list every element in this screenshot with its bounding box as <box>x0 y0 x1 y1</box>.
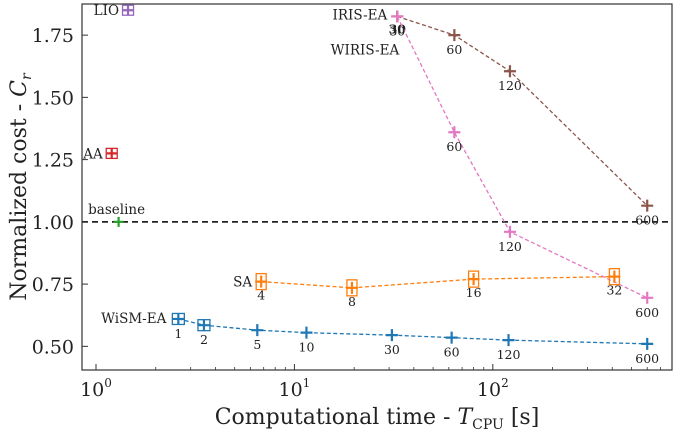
data-label: 1 <box>174 326 182 341</box>
y-tick-label: 1.00 <box>32 212 74 234</box>
data-label: 600 <box>635 351 659 366</box>
data-point <box>172 312 185 325</box>
x-tick-label: 101 <box>278 376 310 401</box>
method-label: LIO <box>94 3 119 19</box>
plot-area <box>81 3 673 371</box>
series-line <box>396 16 648 299</box>
data-label: 120 <box>498 78 522 93</box>
data-label: 2 <box>200 332 208 347</box>
data-label: 8 <box>348 294 356 309</box>
series-name-label: WIRIS-EA <box>331 42 400 58</box>
method-marker <box>123 5 134 16</box>
data-point <box>641 337 654 350</box>
x-tick-label: 102 <box>477 376 509 401</box>
method-label: AA <box>82 146 103 162</box>
baseline-marker <box>113 216 124 227</box>
reference-lines: baseline <box>82 202 672 227</box>
series-line <box>178 318 648 345</box>
data-label: 60 <box>444 345 460 360</box>
data-point <box>641 199 654 212</box>
data-label: 10 <box>299 340 315 355</box>
y-tick-label: 1.50 <box>32 87 74 109</box>
data-point <box>503 225 516 238</box>
x-axis-label: Computational time - TCPU [s] <box>215 405 540 433</box>
y-tick-label: 0.50 <box>32 336 74 358</box>
data-point <box>300 326 313 339</box>
series-name-label: IRIS-EA <box>333 7 388 23</box>
data-point <box>251 324 264 337</box>
baseline-label: baseline <box>88 202 145 218</box>
data-label: 4 <box>257 288 265 303</box>
data-point <box>641 291 654 304</box>
data-point <box>503 65 516 78</box>
data-point <box>255 275 268 288</box>
data-label: 120 <box>497 347 521 362</box>
y-tick-label: 0.75 <box>32 274 74 296</box>
series-name-label: SA <box>233 275 252 291</box>
method-marker <box>106 148 117 159</box>
data-point <box>385 329 398 342</box>
data-label: 60 <box>446 42 462 57</box>
data-point <box>467 273 480 286</box>
data-label: 600 <box>635 305 659 320</box>
data-label: 5 <box>253 337 261 352</box>
data-label: 30 <box>389 23 405 38</box>
data-point <box>608 270 621 283</box>
data-label: 16 <box>466 285 482 300</box>
series-line <box>397 15 648 207</box>
data-label: 120 <box>498 239 522 254</box>
data-point <box>448 126 461 139</box>
x-tick-label: 100 <box>80 376 112 401</box>
data-point <box>445 331 458 344</box>
data-label: 60 <box>446 139 462 154</box>
series-line <box>261 275 615 289</box>
data-point <box>197 319 210 332</box>
data-label: 32 <box>606 283 622 298</box>
series-name-label: WiSM-EA <box>101 311 166 327</box>
y-tick-label: 1.25 <box>32 150 74 172</box>
data-point <box>502 334 515 347</box>
data-point <box>448 29 461 42</box>
series-layer: LIOAA60120600IRIS-EA303060120600WIRIS-EA… <box>82 3 659 366</box>
data-label: 30 <box>384 342 400 357</box>
data-point <box>345 281 358 294</box>
y-tick-label: 1.75 <box>32 25 74 47</box>
data-point <box>391 10 404 23</box>
data-label: 600 <box>635 213 659 228</box>
y-axis-label: Normalized cost - Cr <box>7 72 35 301</box>
